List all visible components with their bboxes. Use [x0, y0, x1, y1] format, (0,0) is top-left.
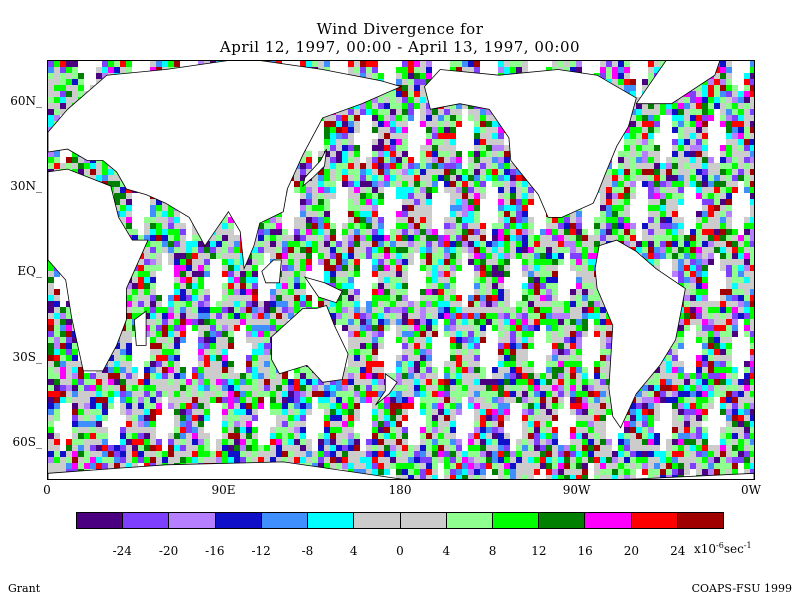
colorbar-tick-label: 8 — [488, 544, 497, 558]
colorbar-tick-label: -16 — [205, 544, 225, 558]
landmass — [375, 373, 398, 406]
colorbar-units: x10-6sec-1 — [694, 541, 752, 556]
colorbar-swatch — [585, 513, 632, 528]
lon-tick-label: 90E — [211, 483, 236, 497]
landmass — [261, 259, 282, 284]
colorbar-swatch — [631, 513, 678, 528]
colorbar-swatch — [446, 513, 493, 528]
lat-tick-label: EQ_ — [17, 264, 42, 279]
colorbar-swatch — [169, 513, 216, 528]
colorbar-tick-label: 16 — [577, 544, 593, 558]
colorbar-swatch — [123, 513, 170, 528]
colorbar-tick-label: 20 — [623, 544, 640, 558]
map-canvas — [48, 61, 754, 479]
colorbar-swatch — [492, 513, 540, 528]
colorbar-swatch — [677, 513, 724, 528]
colorbar-tick-label: -12 — [251, 544, 271, 558]
organization-credit: COAPS-FSU 1999 — [691, 582, 792, 595]
colorbar-tick-label: -8 — [301, 544, 314, 558]
landmass — [594, 239, 686, 429]
lon-tick-label: 0W — [741, 483, 761, 497]
colorbar-tick-label: 12 — [531, 544, 547, 558]
landmass — [133, 310, 147, 346]
colorbar-swatch — [539, 513, 586, 528]
colorbar-tick-label: 0 — [396, 544, 404, 558]
lon-tick-label: 180 — [388, 483, 412, 497]
colorbar-tick-label: 24 — [670, 544, 686, 558]
landmass — [303, 276, 343, 304]
colorbar-tick-label: 4 — [442, 544, 451, 558]
lat-tick-label: 60N_ — [10, 93, 42, 108]
colorbar-swatch — [308, 513, 355, 528]
colorbar-swatch — [215, 513, 262, 528]
lon-tick-label: 90W — [562, 483, 591, 497]
landmass — [424, 69, 637, 218]
landmass — [48, 168, 149, 372]
landmass — [271, 305, 349, 383]
continents — [48, 61, 754, 479]
colorbar-swatch — [77, 513, 124, 528]
map-subtitle-date-range: April 12, 1997, 00:00 - April 13, 1997, … — [219, 38, 581, 56]
colorbar-swatch — [354, 513, 401, 528]
lat-tick-label: 60S_ — [12, 434, 43, 449]
colorbar-tick-label: -24 — [112, 544, 132, 558]
landmass — [48, 461, 754, 479]
landmass — [302, 148, 327, 188]
lon-tick-label: 0 — [43, 483, 51, 497]
colorbar-tick-label: 4 — [349, 544, 358, 558]
author-credit: Grant — [8, 582, 41, 595]
colorbar-tick-label: -20 — [158, 544, 179, 558]
lat-tick-label: 30N_ — [10, 178, 42, 193]
colorbar-legend — [76, 512, 724, 529]
colorbar-swatch — [400, 513, 447, 528]
landmass — [635, 61, 721, 105]
divergence-map — [47, 60, 755, 480]
lat-tick-label: 30S_ — [12, 349, 43, 364]
landmass — [48, 61, 403, 271]
colorbar-swatch — [261, 513, 309, 528]
map-title: Wind Divergence for — [316, 20, 484, 38]
